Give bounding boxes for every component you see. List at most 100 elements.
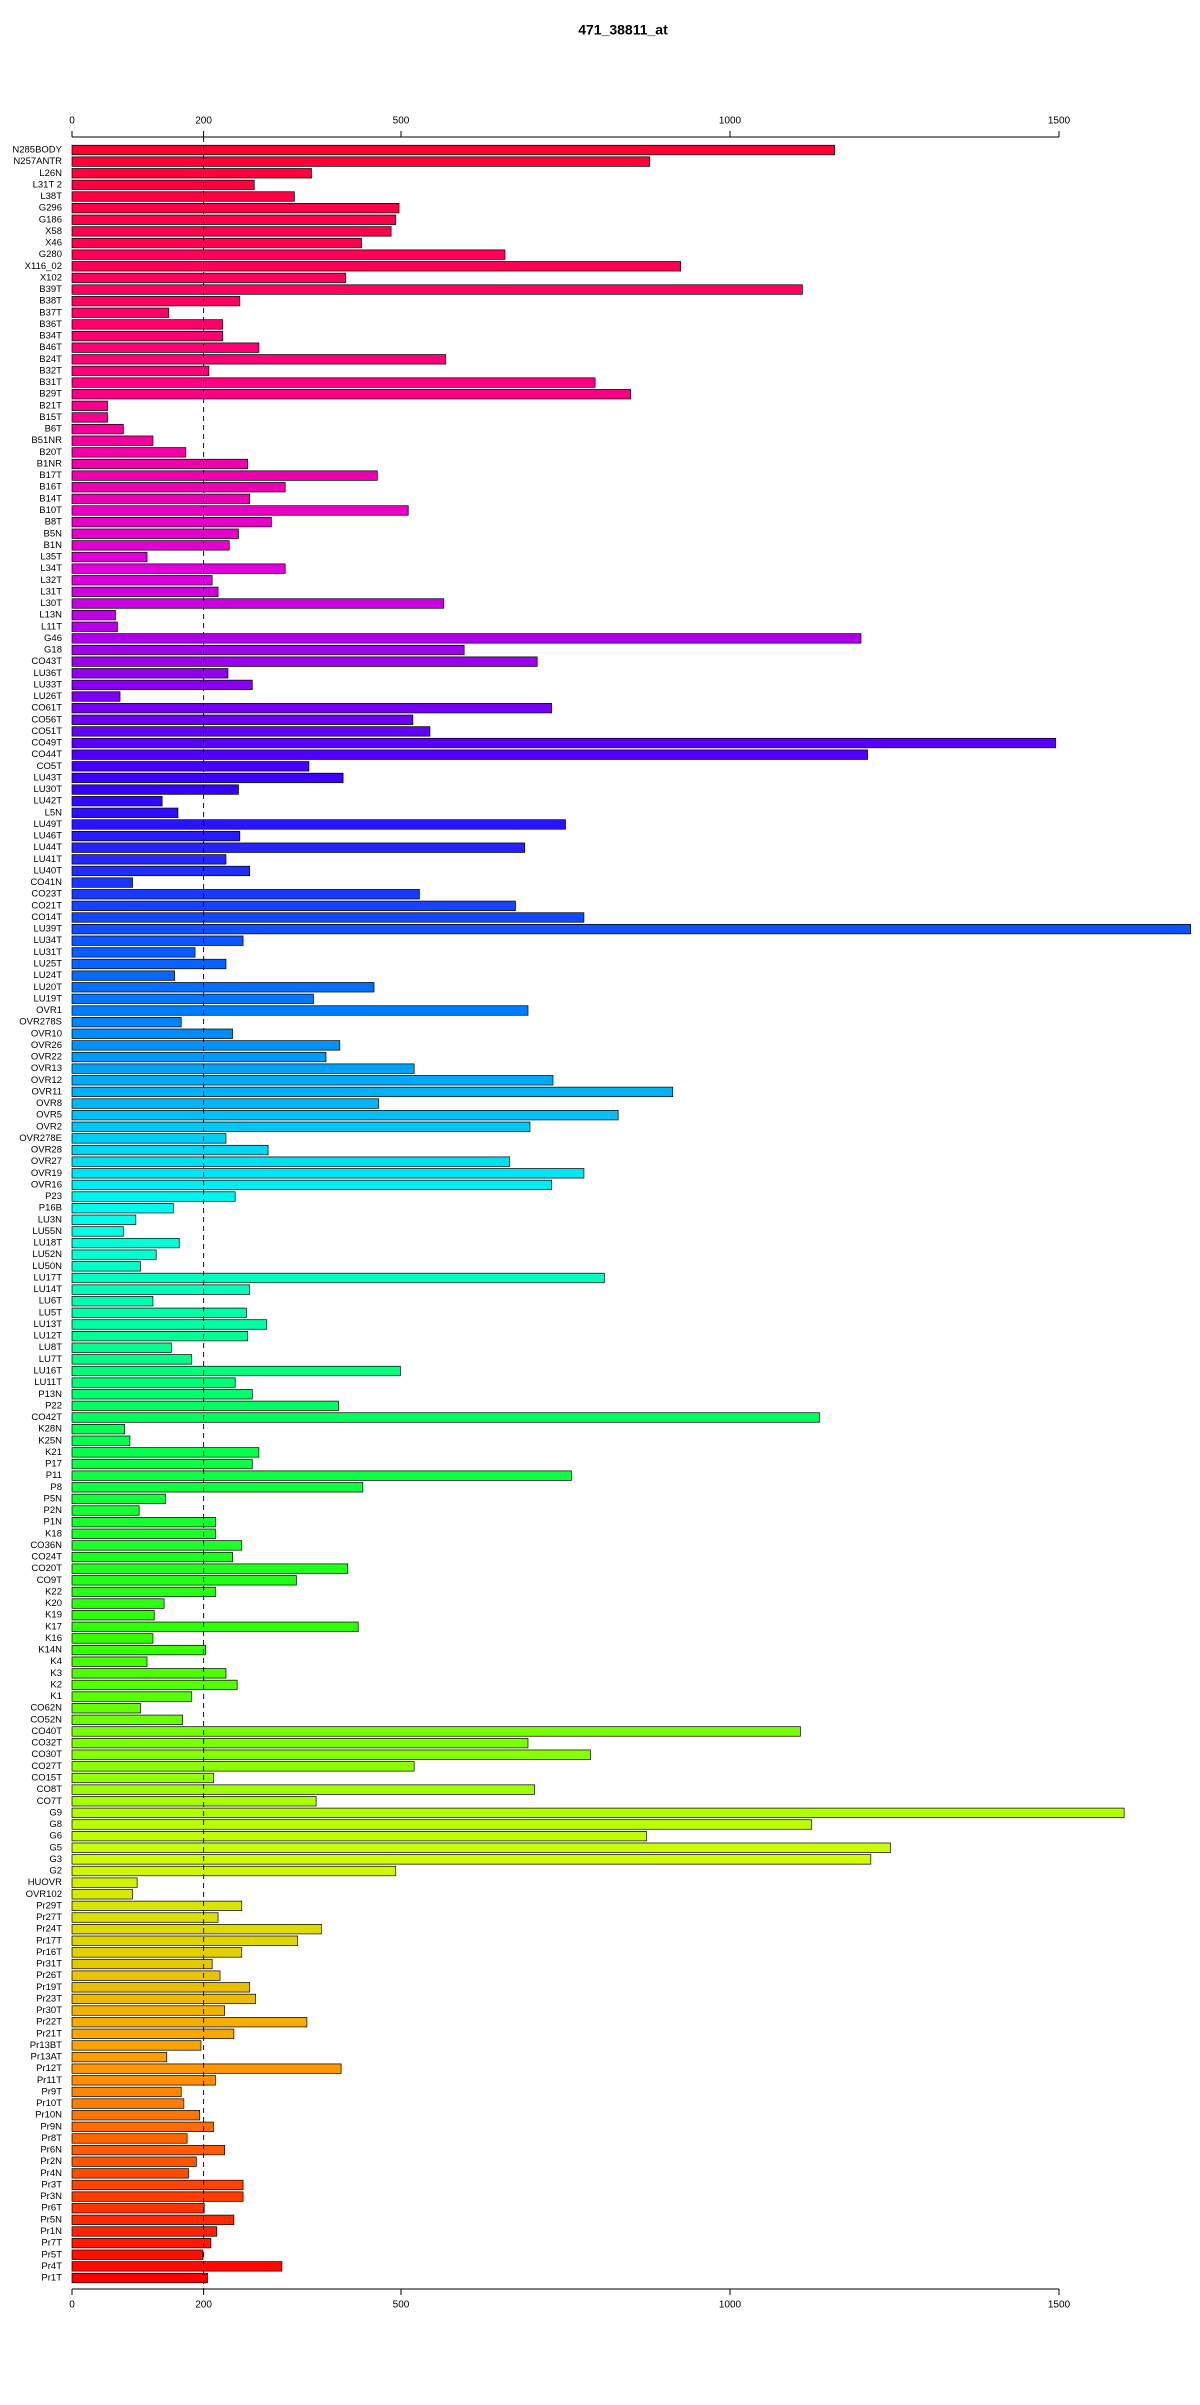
x-tick-label: 200: [195, 116, 212, 127]
bar: [71, 772, 344, 784]
category-label: LU13T: [33, 1319, 62, 1330]
bar: [71, 796, 163, 807]
bar: [71, 2110, 201, 2121]
bar: [71, 586, 219, 597]
category-label: B24T: [39, 354, 62, 365]
category-label: Pr17T: [36, 1935, 62, 1946]
category-label: LU11T: [34, 1377, 62, 1388]
category-label: G296: [39, 203, 62, 214]
category-label: L32T: [40, 575, 62, 586]
bar: [71, 237, 362, 249]
bar: [71, 1644, 206, 1656]
bar: [71, 679, 253, 691]
category-label: B10T: [39, 505, 62, 516]
category-label: LU42T: [33, 796, 62, 807]
category-label: OVR19: [31, 1168, 62, 1179]
bar: [71, 2098, 185, 2109]
bar: [71, 249, 506, 260]
bar: [71, 2168, 189, 2179]
category-label: LU46T: [33, 831, 62, 842]
category-label: LU17T: [33, 1272, 62, 1283]
category-label: K25N: [38, 1435, 62, 1446]
bar: [71, 1493, 166, 1505]
category-label: LU31T: [33, 947, 62, 958]
bar: [71, 1703, 141, 1714]
category-label: B1N: [44, 540, 63, 551]
bar: [71, 1749, 591, 1760]
category-label: CO21T: [31, 900, 62, 911]
category-label: OVR2: [36, 1121, 62, 1132]
bar: [71, 1051, 327, 1063]
bar: [71, 1307, 247, 1318]
category-label: LU5T: [39, 1307, 62, 1318]
category-label: Pr2N: [40, 2156, 62, 2167]
bar: [71, 447, 187, 458]
bar: [71, 423, 124, 435]
bar: [71, 1970, 221, 1981]
category-label: Pr10N: [35, 2110, 62, 2121]
category-label: K18: [45, 1528, 62, 1539]
bar: [71, 191, 295, 202]
category-label: Pr9N: [40, 2121, 62, 2132]
bar: [71, 1854, 872, 1865]
category-label: OVR22: [31, 1052, 62, 1063]
category-label: K19: [45, 1610, 62, 1621]
bar: [71, 1389, 253, 1400]
bar: [71, 1982, 251, 1993]
category-label: L5N: [45, 807, 63, 818]
category-label: OVR12: [31, 1075, 62, 1086]
bar: [71, 214, 397, 225]
category-label: Pr5N: [40, 2214, 62, 2225]
category-label: CO27T: [31, 1761, 62, 1772]
bar: [71, 1191, 236, 1202]
category-label: P2N: [44, 1505, 63, 1516]
category-label: L31T 2: [33, 179, 62, 190]
category-label: Pr21T: [36, 2028, 62, 2039]
bar: [71, 319, 224, 330]
category-label: K22: [45, 1586, 62, 1597]
bar: [71, 342, 260, 353]
category-label: LU39T: [33, 924, 62, 935]
bar: [71, 2075, 216, 2086]
bar: [71, 2156, 197, 2167]
bar: [71, 807, 179, 818]
category-label: P22: [45, 1400, 62, 1411]
category-label: K20: [45, 1598, 62, 1609]
category-label: Pr8T: [41, 2133, 62, 2144]
category-label: K3: [50, 1668, 62, 1679]
category-label: Pr3N: [40, 2191, 62, 2202]
bar: [71, 458, 249, 470]
category-label: Pr19T: [36, 1982, 62, 1993]
bar: [71, 1586, 216, 1598]
category-label: X116_02: [25, 261, 62, 272]
bar: [71, 947, 196, 958]
bar: [71, 865, 251, 877]
x-tick-label: 500: [393, 116, 410, 127]
bar: [71, 1330, 249, 1342]
bar: [71, 226, 392, 237]
bar: [71, 1726, 801, 1737]
category-label: B5N: [44, 528, 63, 539]
bar: [71, 1924, 322, 1935]
bar: [71, 1365, 401, 1377]
bar: [71, 2063, 342, 2074]
category-label: Pr9T: [41, 2086, 62, 2097]
category-label: G2: [49, 1866, 62, 1877]
category-label: P13N: [38, 1389, 62, 1400]
category-label: Pr31T: [36, 1959, 62, 1970]
bar: [71, 1005, 529, 1016]
category-label: CO30T: [31, 1749, 62, 1760]
category-label: P23: [45, 1191, 62, 1202]
bar: [71, 1877, 138, 1888]
category-label: B16T: [39, 482, 62, 493]
bar: [71, 1679, 238, 1691]
category-label: OVR26: [31, 1040, 62, 1051]
bar: [71, 1458, 253, 1470]
x-tick-label: 1500: [1048, 116, 1071, 127]
x-tick-label: 1000: [719, 2300, 742, 2311]
bar: [71, 1598, 165, 1609]
bar: [71, 2226, 218, 2237]
category-label: L13N: [39, 610, 62, 621]
bar: [71, 2121, 214, 2132]
bar: [71, 1633, 154, 1644]
